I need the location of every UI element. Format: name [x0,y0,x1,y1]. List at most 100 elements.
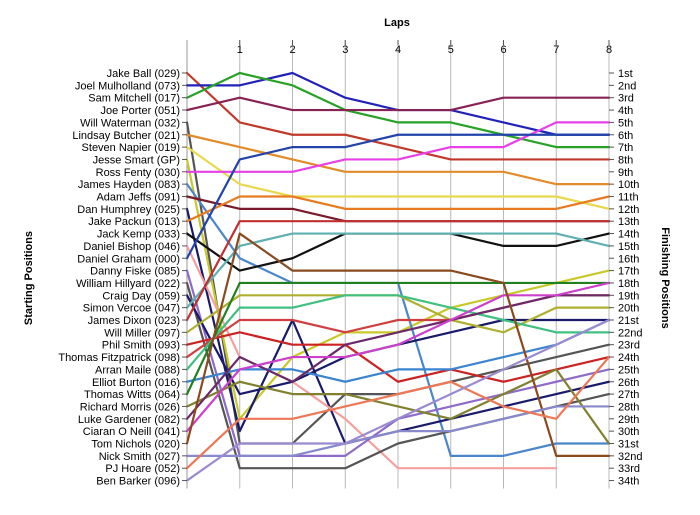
starting-position-label: Daniel Graham (000) [77,253,180,265]
starting-position-label: Thomas Witts (064) [84,389,180,401]
starting-position-label: Steven Napier (019) [82,142,180,154]
finishing-position-label: 22nd [618,327,642,339]
starting-position-label: Danny Fiske (085) [90,266,180,278]
finishing-position-label: 33rd [618,463,640,475]
starting-position-label: Simon Vercoe (047) [83,303,180,315]
series-line [185,318,611,383]
finishing-position-label: 27th [618,389,639,401]
starting-position-label: James Dixon (023) [88,315,180,327]
finishing-position-label: 32nd [618,451,642,463]
starting-position-label: Luke Gardener (082) [78,414,180,426]
lap-tick-label: 5 [448,44,454,56]
series-line [185,368,611,445]
finishing-position-label: 16th [618,253,639,265]
finishing-position-label: 7th [618,142,633,154]
lap-tick-label: 6 [500,44,506,56]
series-line [185,355,611,470]
finishing-position-label: 26th [618,377,639,389]
starting-position-label: Joe Porter (051) [101,105,180,117]
starting-position-label: Tom Nichols (020) [91,439,180,451]
series-line [185,232,611,457]
finishing-position-label: 18th [618,278,639,290]
series-line [185,281,611,396]
lap-tick-label: 3 [342,44,348,56]
lap-tick-label: 2 [289,44,295,56]
finishing-position-label: 25th [618,364,639,376]
finishing-position-label: 15th [618,241,639,253]
starting-position-label: Adam Jeffs (091) [96,192,180,204]
finishing-position-label: 8th [618,154,633,166]
finishing-position-label: 31st [618,439,639,451]
starting-position-label: Daniel Bishop (046) [83,241,180,253]
starting-position-label: Nick Smith (027) [99,451,180,463]
starting-position-label: Richard Morris (026) [80,401,180,413]
starting-position-label: Joel Mulholland (073) [75,80,180,92]
finishing-position-label: 28th [618,401,639,413]
starting-position-label: Ben Barker (096) [96,476,180,488]
finishing-position-label: 29th [618,414,639,426]
starting-position-label: Craig Day (059) [102,290,180,302]
finishing-position-label: 6th [618,130,633,142]
series-line [185,71,611,161]
series-lines [185,71,611,482]
finishing-position-label: 17th [618,266,639,278]
grid-layer [186,40,610,489]
starting-position-label: Lindsay Butcher (021) [72,130,180,142]
starting-position-label: Will Miller (097) [104,327,180,339]
series-line [185,71,611,149]
starting-position-label: James Hayden (083) [78,179,180,191]
finishing-position-label: 4th [618,105,633,117]
series-line [185,220,611,322]
series-line [185,96,611,112]
finishing-position-label: 5th [618,117,633,129]
starting-position-label: PJ Hoare (052) [105,463,180,475]
starting-position-label: Thomas Fitzpatrick (098) [58,352,180,364]
finishing-position-label: 11th [618,192,639,204]
series-line [185,331,611,383]
lap-tick-label: 8 [606,44,612,56]
left-axis-title: Starting Positions [23,231,35,325]
starting-position-label: Jake Packun (013) [88,216,180,228]
tick-labels: 1 2 3 4 5 6 7 8 Jake Ball (029)Joel Mulholland (… [58,44,642,488]
series-line [185,232,611,309]
series-line [185,121,611,173]
finishing-position-label: 23rd [618,340,640,352]
finishing-position-label: 30th [618,426,639,438]
starting-position-label: Jack Kemp (033) [97,229,180,241]
series-line [185,281,611,433]
finishing-position-label: 12th [618,204,639,216]
series-line [185,195,611,223]
starting-position-label: Jake Ball (029) [107,68,180,80]
starting-position-label: Dan Humphrey (025) [77,204,180,216]
starting-position-label: Will Waterman (032) [80,117,180,129]
finishing-position-label: 2nd [618,80,636,92]
lap-tick-label: 4 [395,44,401,56]
finishing-position-label: 19th [618,290,639,302]
top-axis-title: Laps [384,17,410,29]
finishing-position-label: 13th [618,216,639,228]
starting-position-label: Phil Smith (093) [102,340,180,352]
finishing-position-label: 9th [618,167,633,179]
series-line [185,133,611,186]
starting-position-label: Ciaran O Neill (041) [83,426,180,438]
starting-position-label: Ross Fenty (030) [96,167,180,179]
finishing-position-label: 34th [618,476,639,488]
lap-tick-label: 7 [553,44,559,56]
finishing-position-label: 21st [618,315,639,327]
lap-tick-label: 1 [237,44,243,56]
starting-position-label: Sam Mitchell (017) [88,93,180,105]
finishing-position-label: 3rd [618,93,634,105]
finishing-position-label: 14th [618,229,639,241]
series-line [185,405,611,457]
series-line [185,294,611,371]
finishing-position-label: 24th [618,352,639,364]
series-line [185,146,611,210]
starting-position-label: William Hillyard (022) [76,278,180,290]
series-line [185,318,611,482]
starting-position-label: Elliot Burton (016) [92,377,180,389]
right-axis-title: Finishing Positions [659,227,671,328]
finishing-position-label: 10th [618,179,639,191]
finishing-position-label: 1st [618,68,633,80]
